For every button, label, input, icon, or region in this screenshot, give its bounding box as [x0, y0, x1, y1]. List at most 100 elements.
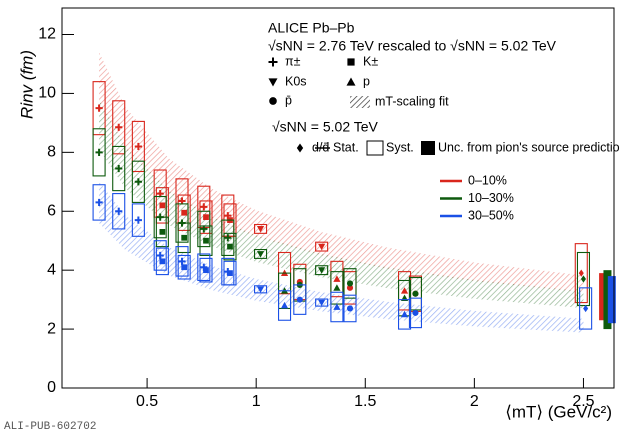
y-tick-label: 6	[47, 202, 56, 219]
marker	[227, 243, 233, 250]
syst-box	[177, 254, 191, 280]
syst-box	[175, 246, 189, 277]
marker	[181, 264, 188, 271]
syst-box	[155, 187, 169, 224]
marker	[256, 226, 265, 233]
marker	[134, 142, 142, 151]
x-tick-label: 2	[470, 393, 479, 410]
syst-box	[131, 160, 145, 203]
legend-label: 0–10%	[468, 173, 507, 187]
syst-box	[574, 243, 588, 304]
syst-box	[253, 249, 268, 259]
syst-box	[197, 210, 211, 248]
syst-box	[223, 232, 237, 261]
syst-box	[343, 294, 357, 323]
syst-box	[155, 247, 169, 276]
marker	[115, 207, 123, 215]
marker	[200, 203, 208, 211]
syst-box	[277, 290, 292, 321]
legend-label: Stat.	[333, 140, 359, 154]
title: ALICE Pb–Pb	[268, 20, 355, 36]
legend-syst-swatch	[366, 140, 384, 156]
fit-band	[99, 181, 584, 333]
y-tick-label: 10	[38, 85, 56, 102]
x-tick-label: 1.5	[354, 393, 376, 410]
syst-box	[343, 268, 357, 299]
syst-box	[315, 265, 329, 276]
y-tick-label: 8	[47, 144, 56, 161]
legend-fit-swatch	[350, 96, 370, 108]
syst-box	[92, 128, 106, 177]
marker	[296, 296, 303, 303]
syst-box	[112, 193, 126, 230]
marker	[346, 280, 354, 287]
marker	[318, 267, 326, 274]
marker	[95, 148, 103, 156]
syst-box	[153, 240, 167, 271]
marker	[583, 304, 589, 313]
legend-marker	[268, 78, 278, 87]
x-tick-label: 0.5	[136, 393, 158, 410]
syst-box	[92, 81, 106, 136]
marker	[400, 287, 409, 294]
syst-box	[155, 216, 169, 248]
prediction-bar	[603, 270, 612, 330]
syst-box	[223, 260, 237, 286]
syst-box	[408, 297, 423, 329]
syst-box	[576, 251, 591, 307]
prediction-bar	[607, 276, 616, 324]
syst-box	[177, 194, 191, 231]
fit-band	[99, 52, 584, 293]
syst-box	[330, 291, 344, 323]
legend-label: p	[363, 74, 370, 88]
marker	[95, 104, 103, 112]
marker	[227, 270, 233, 276]
marker	[203, 214, 209, 221]
marker	[134, 216, 142, 224]
x-tick-label: 2.5	[572, 393, 594, 410]
syst-box	[197, 253, 211, 282]
legend-label: Syst.	[386, 140, 414, 154]
marker	[159, 258, 166, 265]
syst-box	[579, 287, 593, 330]
y-tick-label: 12	[38, 26, 56, 43]
marker	[346, 305, 354, 312]
legend-label: K0s	[285, 74, 307, 88]
marker	[200, 225, 208, 233]
legend-label: π±	[285, 54, 301, 68]
legend-marker	[347, 58, 355, 66]
legend-marker	[268, 57, 278, 67]
x-tick-label: 1	[252, 393, 261, 410]
marker	[333, 275, 341, 282]
legend-label: 30–50%	[468, 208, 514, 222]
y-axis-title: Rinv (fm)	[17, 50, 36, 119]
syst-box	[293, 284, 307, 315]
legend-label: K±	[363, 54, 378, 68]
marker	[224, 212, 232, 220]
subtitle: √sNN = 2.76 TeV rescaled to √sNN = 5.02 …	[268, 38, 557, 54]
marker	[203, 267, 209, 274]
marker	[134, 178, 142, 186]
marker	[280, 301, 289, 309]
syst-box	[112, 100, 126, 155]
legend-label: mT-scaling fit	[375, 94, 449, 108]
marker	[203, 237, 209, 244]
legend-marker	[269, 97, 277, 105]
legend-label: p̄	[285, 93, 292, 107]
syst-box	[131, 203, 145, 237]
syst-box	[253, 223, 268, 234]
syst-box	[199, 200, 213, 234]
legend-label: 10–30%	[468, 191, 514, 205]
marker	[181, 234, 188, 241]
syst-box	[397, 299, 412, 330]
marker	[333, 303, 341, 310]
marker	[256, 286, 265, 293]
y-tick-label: 4	[47, 261, 56, 278]
marker	[333, 284, 341, 291]
marker	[256, 251, 265, 258]
marker	[115, 123, 123, 131]
marker	[580, 275, 586, 283]
plot-frame	[61, 7, 615, 389]
marker	[318, 299, 326, 307]
